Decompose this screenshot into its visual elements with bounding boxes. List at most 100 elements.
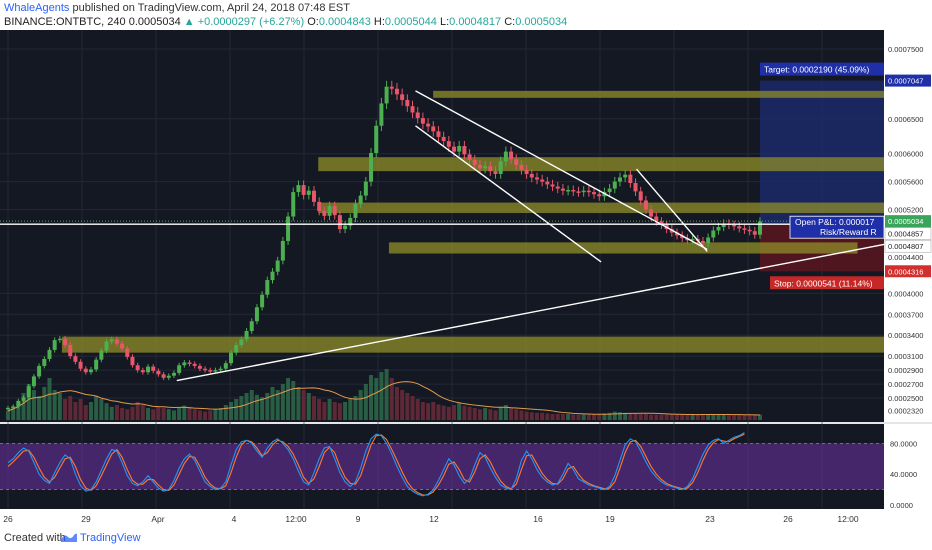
price-axis-label: 0.0005200 [888,206,923,215]
volume-bar [311,396,316,420]
price-tag [885,215,931,228]
volume-bar [353,396,358,420]
candle-body [524,169,529,174]
candle-body [571,189,576,192]
candle-body [42,358,47,366]
volume-bar [358,390,363,420]
volume-bar [265,393,270,420]
candle-body [229,352,234,364]
volume-bar [405,393,410,420]
candle-body [192,363,197,366]
author-link[interactable]: WhaleAgents [4,2,70,14]
volume-bar [711,414,716,420]
candle-body [187,362,192,364]
volume-bar [410,396,415,420]
created-with-label: Created with [4,532,66,544]
volume-bar [73,402,78,420]
candle-body [203,368,208,371]
volume-bar [301,390,306,420]
volume-bar [680,414,685,420]
price-change: ▲ +0.0000297 (+6.27%) [183,16,305,28]
candle-body [358,195,363,204]
x-axis-label: 23 [705,514,715,524]
candle-body [410,106,415,113]
volume-bar [374,378,379,420]
symbol-label: BINANCE:ONTBTC, 240 [4,16,126,28]
candle-body [208,370,213,372]
price-axis-label: 0.0007047 [888,77,923,86]
candle-body [379,103,384,126]
candle-body [109,339,114,342]
candle-body [680,235,685,239]
volume-bar [171,410,176,420]
volume-bar [203,411,208,420]
volume-bar [306,393,311,420]
candle-body [483,166,488,169]
candle-body [120,343,125,349]
candle-body [6,407,10,410]
candle-body [555,186,560,189]
volume-bar [42,387,47,420]
candle-body [311,190,316,202]
volume-bar [441,405,446,420]
candle-body [317,201,322,211]
volume-bar [322,402,327,420]
volume-bar [229,402,234,420]
candle-body [275,260,280,272]
candle-body [612,181,617,189]
candle-body [213,370,218,372]
volume-bar [467,406,472,420]
volume-bar [758,414,762,420]
candle-body [104,341,109,351]
volume-bar [99,399,104,420]
candle-body [732,224,737,227]
volume-bar [436,404,441,420]
price-tag [884,239,932,253]
candle-body [519,164,524,170]
candle-body [177,365,182,373]
tradingview-brand[interactable]: TradingView [80,532,141,544]
open-label: O: [307,16,319,28]
candle-body [94,359,99,370]
trendline [415,125,602,263]
x-axis-label: 12:00 [285,514,307,524]
price-chart[interactable]: Target: 0.0002190 (45.09%) Stop: 0.000054… [0,30,932,527]
volume-bar [706,414,711,420]
volume-bar [125,409,130,420]
volume-bar [197,410,202,420]
stoch-k-line [7,432,745,497]
volume-bar [669,414,674,420]
volume-bar [700,414,705,420]
volume-bar [109,406,114,420]
target-label-box [760,62,884,76]
price-axis-label: 0.0005600 [888,178,923,187]
candle-body [633,183,638,192]
close-label: C: [504,16,516,28]
price-axis-label: 0.0007500 [888,45,923,54]
x-axis-label: 29 [81,514,91,524]
candle-body [135,365,140,371]
candle-body [197,365,202,369]
volume-bar [695,414,700,420]
candle-body [260,294,265,308]
volume-bar [208,410,213,420]
volume-bar [389,378,394,420]
volume-bar [649,414,654,420]
candle-body [280,240,285,261]
candle-body [675,232,680,236]
candle-body [617,177,622,182]
volume-bar [597,414,602,420]
volume-bar [286,378,291,420]
volume-bar [37,396,42,420]
candle-body [509,151,514,160]
candle-body [68,344,73,357]
volume-bar [685,414,690,420]
price-axis-label: 0.0003400 [888,331,923,340]
candle-body [431,126,436,132]
volume-bar [623,412,628,420]
candle-body [706,237,711,244]
candle-body [140,370,145,373]
candle-body [420,118,425,124]
volume-bar [327,399,332,420]
volume-bar [177,408,182,420]
